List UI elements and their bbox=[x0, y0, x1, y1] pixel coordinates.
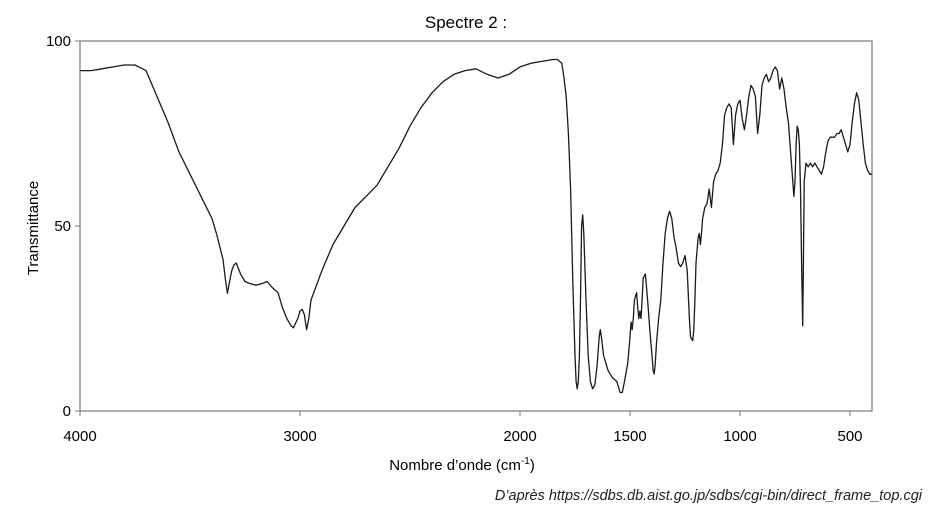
x-tick-label: 2000 bbox=[503, 428, 536, 445]
x-axis-label-suffix: ) bbox=[530, 457, 535, 474]
x-axis-label-superscript: -1 bbox=[521, 456, 530, 467]
x-tick-label: 1000 bbox=[723, 428, 756, 445]
chart-title: Spectre 2 : bbox=[425, 13, 507, 32]
x-tick-label: 1500 bbox=[613, 428, 646, 445]
y-axis-ticks: 0 50 100 bbox=[46, 33, 80, 420]
y-tick-label: 50 bbox=[54, 218, 71, 235]
x-axis-label-main: Nombre d’onde (cm bbox=[389, 457, 521, 474]
y-tick-label: 0 bbox=[63, 403, 71, 420]
x-axis-ticks: 4000 3000 2000 1500 1000 500 bbox=[63, 411, 863, 445]
x-tick-label: 4000 bbox=[63, 428, 96, 445]
source-credit: D’après https://sdbs.db.aist.go.jp/sdbs/… bbox=[494, 488, 922, 504]
y-tick-label: 100 bbox=[46, 33, 71, 50]
plot-frame bbox=[79, 40, 873, 412]
x-axis-label: Nombre d’onde (cm-1) bbox=[389, 456, 535, 474]
y-axis-label: Transmittance bbox=[25, 181, 42, 275]
series-line-spectrum bbox=[80, 58, 872, 394]
x-tick-label: 3000 bbox=[283, 428, 316, 445]
x-tick-label: 500 bbox=[837, 428, 862, 445]
